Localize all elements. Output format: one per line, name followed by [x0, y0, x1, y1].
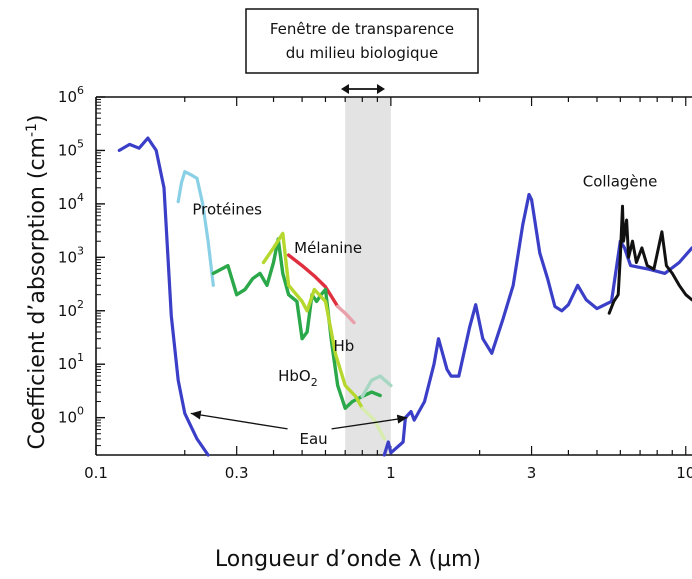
y-tick-label-exp: 6: [77, 84, 84, 97]
label-collagene: Collagène: [583, 172, 658, 190]
series-line-hbo2: [211, 237, 382, 410]
series-line-water_ir: [382, 192, 692, 457]
y-tick-label: 102: [58, 298, 84, 320]
y-tick-label-base: 10: [58, 302, 77, 320]
label-proteines: Protéines: [192, 200, 262, 218]
y-tick-label: 101: [58, 351, 84, 373]
series-water_ir: [382, 192, 692, 457]
y-tick-label-base: 10: [58, 88, 77, 106]
window-arrow-right-head: [377, 84, 385, 94]
y-axis-title-main: Coefficient d’absorption (cm: [25, 137, 50, 450]
series-hb: [261, 231, 364, 410]
y-tick-label: 105: [58, 137, 84, 159]
eau-arrow-ir-head: [396, 414, 408, 424]
y-tick-label-exp: 3: [77, 244, 84, 257]
y-tick-label-exp: 2: [77, 298, 84, 311]
series-line-hbo2_fade: [360, 374, 393, 399]
label-hbo2-sub: 2: [311, 376, 318, 389]
x-axis-title: Longueur d’onde λ (µm): [215, 547, 481, 572]
y-tick-label-exp: 0: [77, 405, 84, 418]
y-axis-title: Coefficient d’absorption (cm-1): [24, 114, 50, 449]
series-melanine: [286, 253, 340, 309]
eau-arrow-uv: [190, 410, 288, 430]
y-tick-label: 100: [58, 405, 84, 427]
x-tick-label: 3: [527, 464, 537, 482]
eau-arrow-uv-shaft: [190, 412, 288, 430]
series-proteins: [176, 170, 215, 287]
window-double-arrow: [341, 84, 385, 94]
x-tick-label: 1: [386, 464, 396, 482]
eau-arrow-ir-shaft: [331, 417, 408, 430]
y-tick-label: 106: [58, 84, 84, 106]
x-tick-label: 0.1: [84, 464, 108, 482]
series-melanine_fade: [336, 304, 356, 325]
window-arrow-left-head: [341, 84, 349, 94]
callout-line-1: Fenêtre de transparence: [270, 20, 454, 38]
callout-box-frame: [245, 8, 479, 74]
callout-box: Fenêtre de transparence du milieu biolog…: [245, 8, 479, 74]
eau-arrow-ir: [331, 414, 408, 430]
label-hbo2-base: HbO: [278, 367, 311, 385]
y-tick-label-base: 10: [58, 195, 77, 213]
series-hbo2: [211, 237, 382, 410]
y-tick-label-exp: 5: [77, 137, 84, 150]
y-tick-label-base: 10: [58, 248, 77, 266]
series-line-collagen: [607, 204, 692, 315]
series-water: [117, 136, 210, 457]
y-tick-label-base: 10: [58, 141, 77, 159]
y-axis-title-close: ): [25, 114, 50, 123]
label-hb: Hb: [333, 337, 354, 355]
series-line-hb_fade: [360, 406, 386, 441]
series-line-hb: [261, 231, 364, 410]
series-line-proteins: [176, 170, 215, 287]
eau-arrow-uv-head: [190, 410, 202, 420]
callout-line-2: du milieu biologique: [286, 44, 439, 62]
label-eau: Eau: [299, 430, 327, 448]
series-line-melanine: [286, 253, 340, 309]
series-line-melanine_fade: [336, 304, 356, 325]
label-melanine: Mélanine: [294, 239, 362, 257]
y-tick-label-base: 10: [58, 409, 77, 427]
y-tick-label-exp: 4: [77, 191, 84, 204]
x-tick-label: 10: [676, 464, 692, 482]
y-tick-label-base: 10: [58, 355, 77, 373]
y-tick-label: 104: [58, 191, 84, 213]
series-collagen: [607, 204, 692, 315]
series-hb_fade: [360, 406, 386, 441]
label-hbo2: HbO2: [278, 367, 318, 389]
series-hbo2_fade: [360, 374, 393, 399]
y-axis-title-sup: -1: [24, 123, 40, 137]
y-tick-label: 103: [58, 244, 84, 266]
x-tick-label: 0.3: [225, 464, 249, 482]
series-line-water: [117, 136, 210, 457]
y-tick-label-exp: 1: [77, 351, 84, 364]
